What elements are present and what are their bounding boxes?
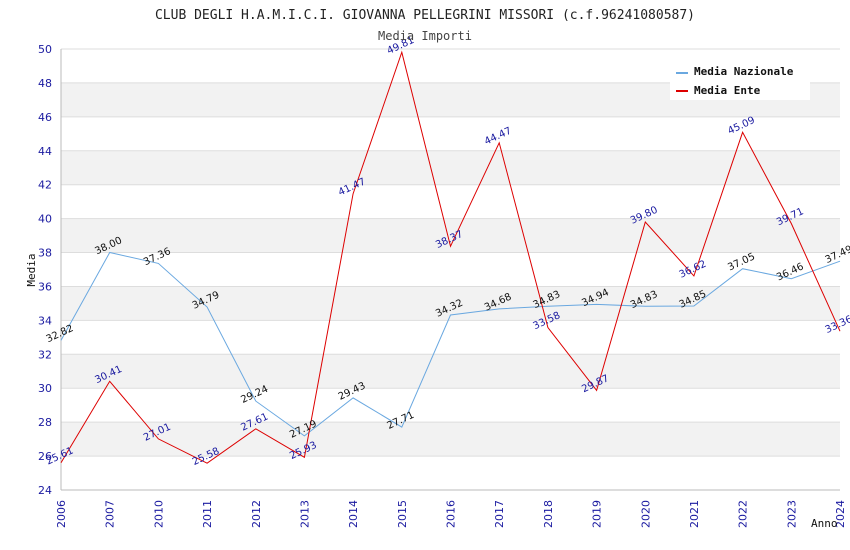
y-tick-labels: 24 26 28 30 32 34 36 38 40 42 44 46 48 50 — [38, 43, 52, 497]
x-tick-label: 2019 — [591, 500, 604, 528]
x-tick-label: 2023 — [785, 500, 798, 528]
legend-label-media-ente: Media Ente — [694, 84, 761, 97]
x-tick-label: 2015 — [396, 500, 409, 528]
grid-band — [61, 150, 840, 185]
y-tick-label: 34 — [38, 314, 52, 327]
y-tick-label: 36 — [38, 280, 52, 293]
legend-label-media-nazionale: Media Nazionale — [694, 65, 794, 78]
y-tick-label: 40 — [38, 213, 52, 226]
data-label: 45.09 — [726, 115, 757, 137]
x-tick-label: 2012 — [250, 500, 263, 528]
grid-bands — [61, 82, 840, 457]
y-tick-label: 32 — [38, 348, 52, 361]
y-tick-label: 50 — [38, 43, 52, 56]
x-tick-label: 2013 — [298, 500, 311, 528]
x-tick-label: 2021 — [688, 500, 701, 528]
data-label: 36.62 — [678, 259, 709, 281]
y-tick-label: 28 — [38, 416, 52, 429]
chart-title: CLUB DEGLI H.A.M.I.C.I. GIOVANNA PELLEGR… — [155, 8, 695, 23]
data-label: 25.61 — [45, 445, 76, 467]
data-label: 36.46 — [775, 261, 806, 283]
chart-subtitle: Media Importi — [378, 29, 472, 43]
legend: Media Nazionale Media Ente — [670, 60, 810, 100]
y-tick-label: 42 — [38, 179, 52, 192]
grid-band — [61, 422, 840, 457]
x-tick-label: 2014 — [347, 500, 360, 528]
y-axis-label: Media — [25, 253, 38, 286]
x-tick-label: 2006 — [55, 500, 68, 528]
x-tick-label: 2011 — [201, 500, 214, 528]
y-tick-label: 30 — [38, 382, 52, 395]
y-tick-label: 24 — [38, 484, 52, 497]
x-axis-label: Anno — [811, 517, 838, 530]
x-tick-label: 2010 — [152, 500, 165, 528]
x-tick-label: 2022 — [737, 500, 750, 528]
y-tick-label: 44 — [38, 145, 52, 158]
x-tick-label: 2024 — [834, 500, 847, 528]
x-tick-labels: 2006 2007 2010 2011 2012 2013 2014 2015 2016 2017… — [55, 500, 847, 528]
x-tick-label: 2007 — [104, 500, 117, 528]
x-tick-label: 2017 — [493, 500, 506, 528]
y-tick-label: 38 — [38, 247, 52, 260]
y-tick-label: 26 — [38, 450, 52, 463]
y-tick-label: 48 — [38, 77, 52, 90]
y-tick-label: 46 — [38, 111, 52, 124]
grid-band — [61, 354, 840, 389]
x-tick-label: 2020 — [639, 500, 652, 528]
x-tick-label: 2016 — [445, 500, 458, 528]
x-tick-label: 2018 — [542, 500, 555, 528]
series-line-media-nazionale — [60, 251, 841, 437]
series-line-media-ente — [60, 50, 841, 464]
series-lines — [60, 50, 841, 464]
